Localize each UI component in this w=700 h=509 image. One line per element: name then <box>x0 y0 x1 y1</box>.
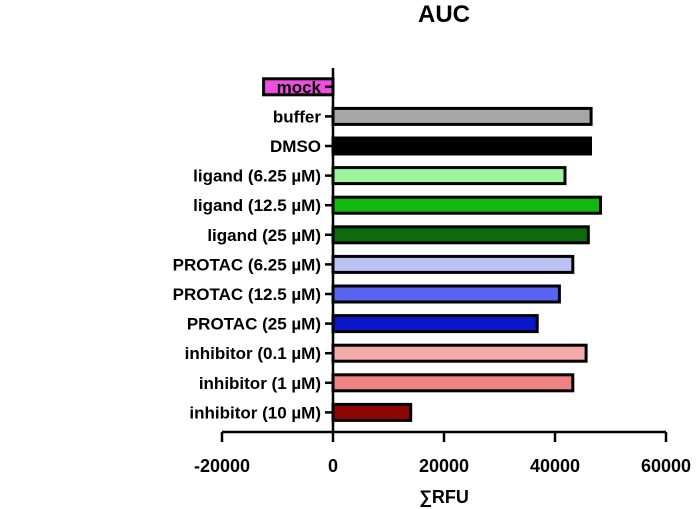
category-label: inhibitor (10 µM) <box>189 403 321 422</box>
category-label: ligand (6.25 µM) <box>193 167 321 186</box>
axes-layer <box>220 68 668 442</box>
x-tick-label: 60000 <box>641 456 691 476</box>
bar <box>331 254 575 274</box>
category-label: inhibitor (0.1 µM) <box>185 344 321 363</box>
category-label: PROTAC (12.5 µM) <box>173 285 321 304</box>
bar <box>331 402 413 422</box>
bar <box>331 166 567 186</box>
labels-layer: mock buffer DMSO ligand (6.25 µM) ligand (12… <box>173 78 691 476</box>
bar <box>331 225 590 245</box>
bar <box>331 314 539 334</box>
bar <box>331 373 575 393</box>
category-label: inhibitor (1 µM) <box>199 374 321 393</box>
x-tick-label: 40000 <box>530 456 580 476</box>
x-axis-label: ∑RFU <box>419 487 469 507</box>
category-label: ligand (25 µM) <box>207 226 321 245</box>
bar <box>331 343 588 363</box>
bar <box>331 195 602 215</box>
category-label: PROTAC (25 µM) <box>187 315 321 334</box>
category-label: buffer <box>273 107 322 126</box>
category-label: PROTAC (6.25 µM) <box>173 255 321 274</box>
x-tick-label: 20000 <box>419 456 469 476</box>
bar <box>331 284 561 304</box>
category-label: ligand (12.5 µM) <box>193 196 321 215</box>
x-tick-label: -20000 <box>194 456 250 476</box>
category-label: DMSO <box>270 137 321 156</box>
category-label: mock <box>277 78 322 97</box>
chart-title: AUC <box>418 1 470 28</box>
x-tick-label: 0 <box>328 456 338 476</box>
bars-layer <box>262 77 602 422</box>
bar <box>331 106 593 126</box>
bar <box>331 136 592 156</box>
